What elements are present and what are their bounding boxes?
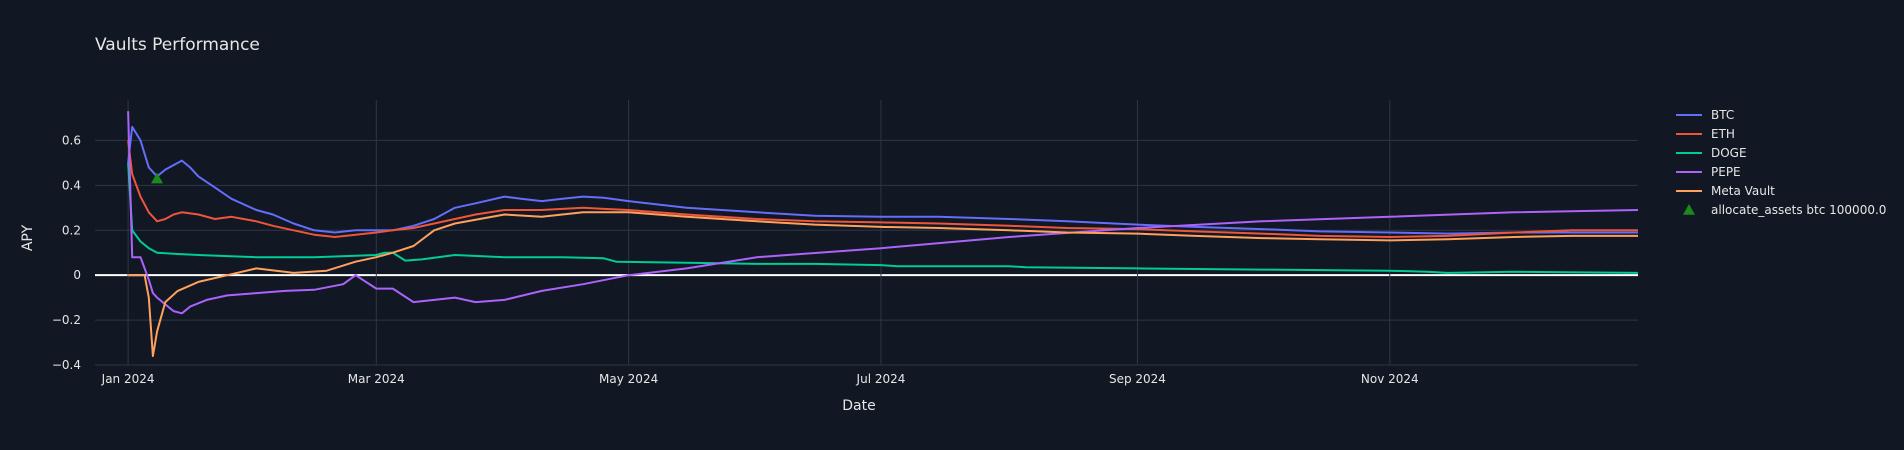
- chart-title: Vaults Performance: [95, 35, 260, 55]
- y-tick-label: 0: [73, 268, 81, 282]
- y-axis-ticks: −0.4 −0.2 0 0.2 0.4 0.6: [52, 133, 81, 372]
- y-tick-label: 0.2: [62, 223, 81, 237]
- legend-label: BTC: [1711, 108, 1734, 122]
- legend-label: DOGE: [1711, 146, 1747, 160]
- x-tick-label: May 2024: [599, 372, 658, 386]
- legend-label: PEPE: [1711, 165, 1741, 179]
- x-tick-label: Jan 2024: [101, 372, 155, 386]
- legend-item-doge[interactable]: DOGE: [1676, 146, 1747, 160]
- series-line-doge: [127, 162, 1639, 274]
- x-axis-ticks: Jan 2024 Mar 2024 May 2024 Jul 2024 Sep 2024…: [101, 372, 1419, 386]
- markers: [151, 172, 164, 184]
- series-lines: [127, 111, 1639, 357]
- legend-item-eth[interactable]: ETH: [1676, 127, 1735, 141]
- x-tick-label: Mar 2024: [348, 372, 405, 386]
- series-line-eth: [127, 140, 1638, 238]
- legend-item-meta-vault[interactable]: Meta Vault: [1676, 184, 1775, 198]
- y-axis-label: APY: [20, 224, 36, 251]
- legend-label: Meta Vault: [1711, 184, 1775, 198]
- x-tick-label: Jul 2024: [856, 372, 906, 386]
- series-line-pepe: [127, 111, 1639, 315]
- legend-label: ETH: [1711, 127, 1735, 141]
- legend-item-btc[interactable]: BTC: [1676, 108, 1734, 122]
- y-tick-label: −0.4: [52, 358, 81, 372]
- marker-triangle-icon: [151, 172, 164, 184]
- x-tick-label: Nov 2024: [1361, 372, 1419, 386]
- y-tick-label: 0.4: [62, 178, 81, 192]
- legend-item-marker[interactable]: allocate_assets btc 100000.0: [1683, 203, 1886, 217]
- legend-triangle-icon: [1683, 204, 1695, 215]
- legend-label: allocate_assets btc 100000.0: [1711, 203, 1886, 217]
- series-line-meta-vault: [128, 211, 1638, 357]
- x-axis-label: Date: [842, 398, 875, 414]
- series-line-btc: [127, 125, 1638, 235]
- legend-item-pepe[interactable]: PEPE: [1676, 165, 1741, 179]
- y-tick-label: −0.2: [52, 313, 81, 327]
- x-tick-label: Sep 2024: [1109, 372, 1166, 386]
- y-tick-label: 0.6: [62, 133, 81, 147]
- legend[interactable]: BTC ETH DOGE PEPE Meta Vault allocate_assets …: [1676, 108, 1886, 217]
